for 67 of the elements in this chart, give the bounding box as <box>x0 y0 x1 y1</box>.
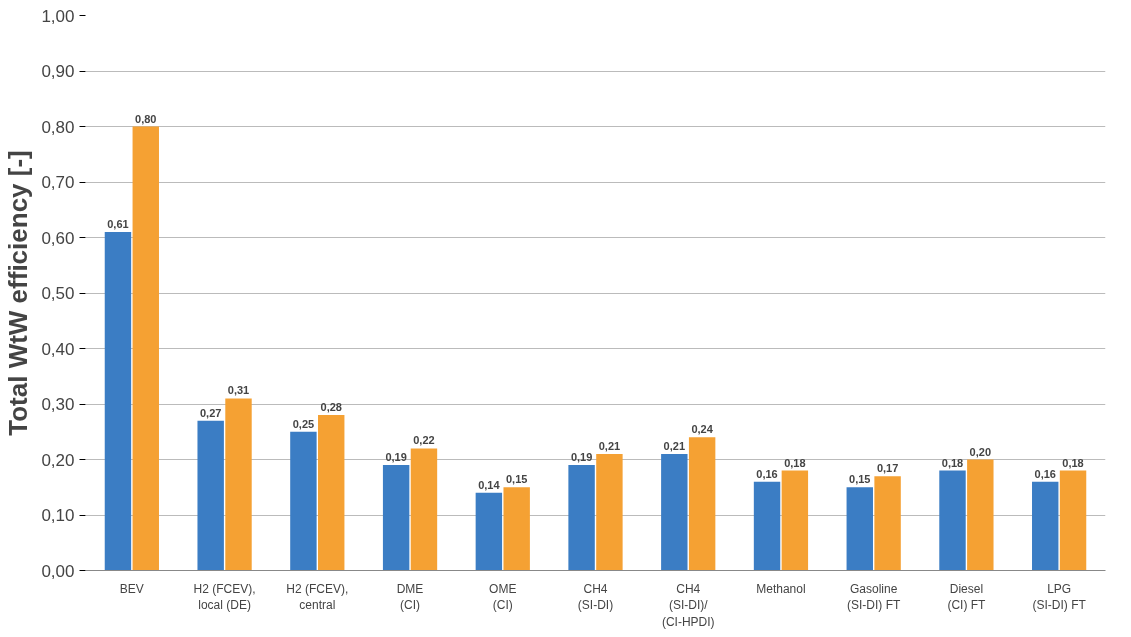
data-label: 0,27 <box>199 406 222 419</box>
data-label: 0,25 <box>292 417 315 430</box>
data-label: 0,31 <box>227 384 250 397</box>
y-axis-title: Total WtW efficiency [-] <box>3 150 34 436</box>
bar <box>197 420 224 571</box>
x-tick-label: Gasoline (SI-DI) FT <box>847 581 902 613</box>
x-tick-label: CH4 (SI-DI)/ (CI-HPDI) <box>661 581 715 630</box>
x-tick-label: BEV <box>119 581 144 596</box>
bar <box>132 126 159 571</box>
data-label: 0,18 <box>941 456 964 469</box>
bar <box>661 453 688 571</box>
bar <box>688 437 716 571</box>
y-tick-label: 0,10 <box>41 506 75 525</box>
data-label: 0,16 <box>756 467 778 480</box>
bar <box>475 492 503 571</box>
bar <box>503 487 530 571</box>
data-label: 0,18 <box>784 456 806 469</box>
data-label: 0,18 <box>1062 456 1084 469</box>
y-tick-label: 0,60 <box>41 228 75 248</box>
data-label: 0,28 <box>320 401 342 414</box>
bar <box>846 487 873 571</box>
x-tick-label: OME (CI) <box>489 581 517 613</box>
x-tick-label: H2 (FCEV), local (DE) <box>193 581 256 613</box>
data-label: 0,19 <box>385 451 407 464</box>
bar <box>290 431 317 571</box>
y-tick-label: 0,30 <box>41 395 75 414</box>
x-tick-label: DME (CI) <box>396 581 424 613</box>
y-tick-label: 1,00 <box>41 6 75 26</box>
data-label: 0,22 <box>413 434 435 447</box>
data-label: 0,61 <box>107 217 129 230</box>
y-tick-label: 0,50 <box>41 284 75 303</box>
x-tick-label: H2 (FCEV), central <box>286 581 349 613</box>
bar <box>568 465 595 571</box>
bar <box>781 470 809 571</box>
bar <box>104 231 132 571</box>
y-tick-label: 0,00 <box>41 561 75 581</box>
y-tick-label: 0,90 <box>41 62 75 81</box>
bar <box>410 448 438 571</box>
bar <box>874 476 901 571</box>
bar <box>318 415 345 571</box>
data-label: 0,14 <box>478 478 501 491</box>
data-label: 0,24 <box>691 423 714 436</box>
data-label: 0,21 <box>598 439 621 452</box>
bar <box>939 470 966 571</box>
data-label: 0,20 <box>969 445 992 458</box>
x-tick-label: Methanol <box>756 581 806 596</box>
bar <box>225 398 252 571</box>
data-label: 0,15 <box>849 473 871 486</box>
data-label: 0,19 <box>570 451 593 464</box>
y-tick-label: 0,20 <box>41 450 75 470</box>
data-label: 0,17 <box>876 462 899 475</box>
bar <box>1032 481 1059 571</box>
y-tick-label: 0,70 <box>41 173 75 192</box>
y-tick-label: 0,80 <box>41 117 75 137</box>
bar <box>753 481 781 571</box>
bar <box>967 459 994 571</box>
bar <box>382 465 410 571</box>
data-label: 0,16 <box>1034 467 1056 480</box>
y-tick-label: 0,40 <box>41 339 75 359</box>
data-label: 0,80 <box>135 112 157 125</box>
bar <box>1059 470 1087 571</box>
data-label: 0,15 <box>505 473 528 486</box>
x-tick-label: CH4 (SI-DI) <box>577 581 614 613</box>
x-tick-label: LPG (SI-DI) FT <box>1032 581 1087 613</box>
data-label: 0,21 <box>663 439 686 452</box>
bar <box>596 453 623 571</box>
x-tick-label: Diesel (CI) FT <box>947 581 987 613</box>
